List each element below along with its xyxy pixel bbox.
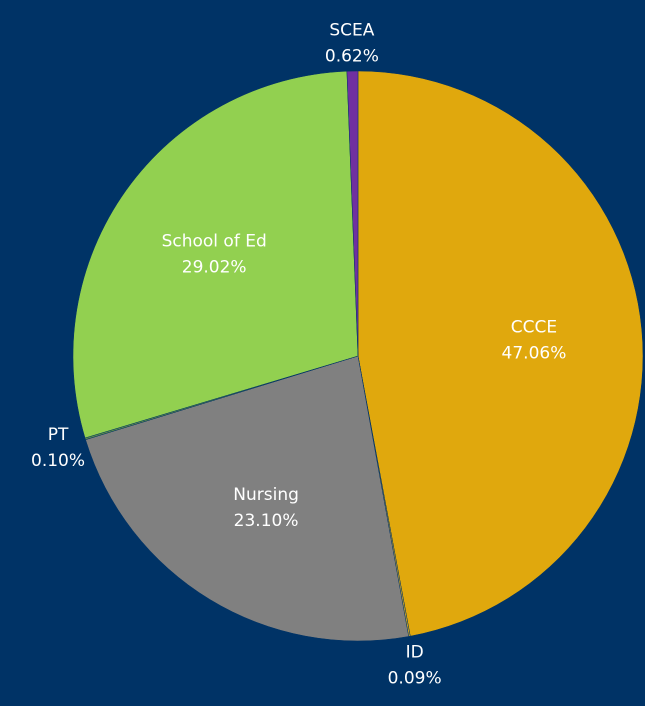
- slice-value-label: 0.09%: [388, 668, 442, 688]
- slice-label: ID: [406, 642, 424, 662]
- pie-slice: [357, 70, 644, 637]
- slice-label: School of Ed: [162, 231, 267, 251]
- slice-value-label: 0.10%: [31, 451, 85, 471]
- pie-slice: [85, 355, 409, 642]
- slice-label: PT: [48, 425, 69, 445]
- slice-label: Nursing: [233, 485, 299, 505]
- slice-value-label: 29.02%: [182, 257, 247, 277]
- slice-label: SCEA: [329, 21, 374, 41]
- slice-value-label: 47.06%: [502, 344, 567, 364]
- pie-slice: [346, 70, 359, 357]
- slice-label: CCCE: [511, 318, 557, 338]
- slice-value-label: 23.10%: [234, 511, 299, 531]
- slice-value-label: 0.62%: [325, 47, 379, 67]
- pie-slice: [72, 70, 359, 439]
